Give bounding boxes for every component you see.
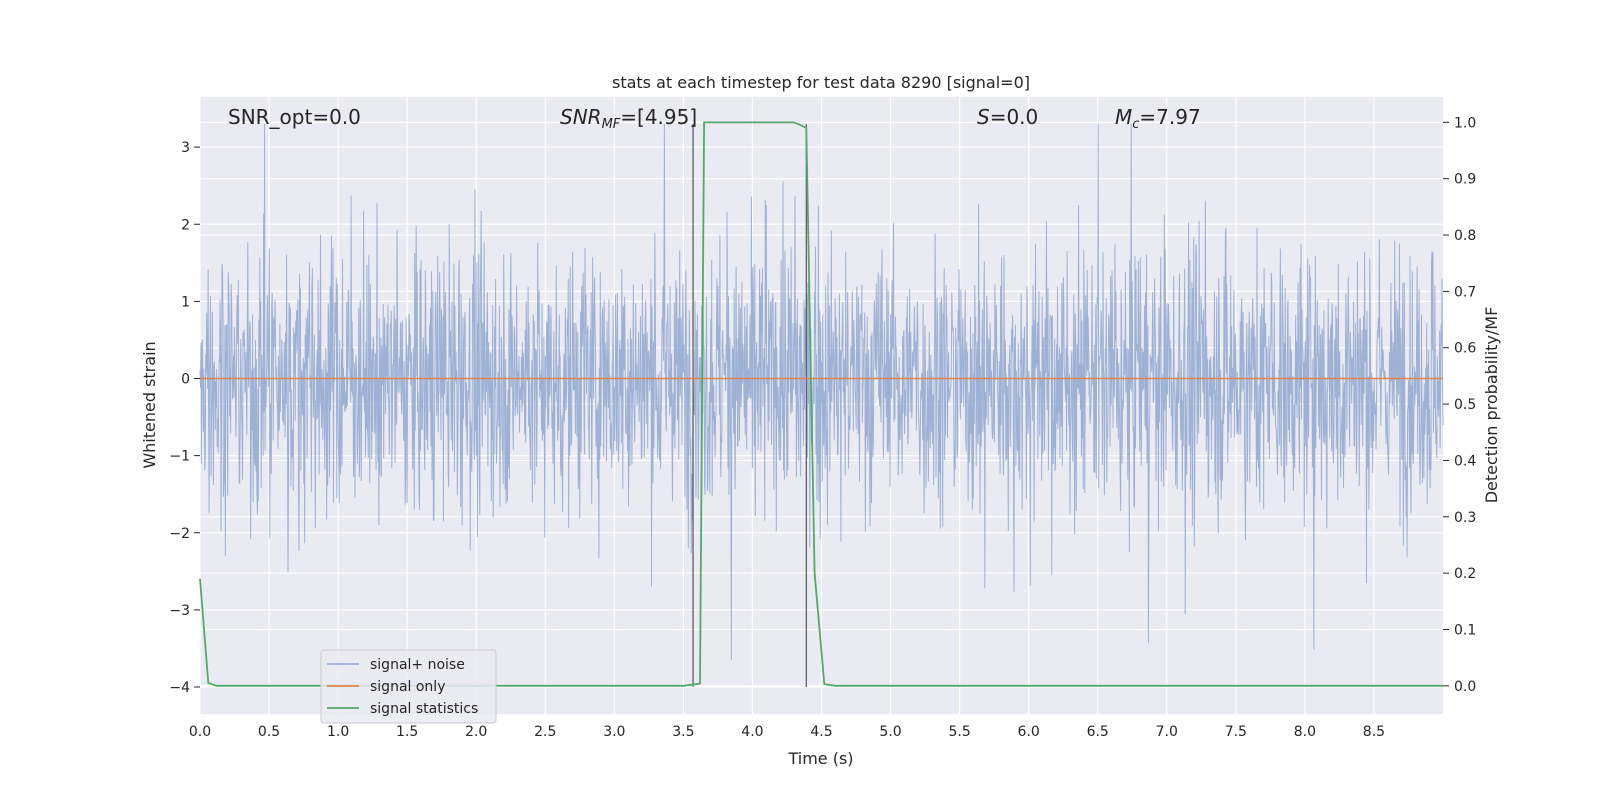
y-right-tick-label: 0.2 <box>1454 566 1476 582</box>
y-tick-label: −1 <box>169 449 190 465</box>
x-axis-label: Time (s) <box>787 749 853 768</box>
ticks: 0.0 0.5 1.0 1.5 2.0 2.5 3.0 3.5 4.0 4.5 5.0 5.5 6.0 6… <box>169 115 1476 740</box>
annotation-snr-mf-value: =[4.95] <box>620 105 697 129</box>
x-tick-label: 7.5 <box>1225 724 1247 740</box>
x-tick-label: 5.5 <box>948 724 970 740</box>
legend: signal+ noise signal only signal statist… <box>320 649 497 724</box>
chart-title: stats at each timestep for test data 829… <box>612 73 1030 92</box>
y-tick-label: 0 <box>181 372 190 388</box>
x-tick-label: 3.0 <box>603 724 625 740</box>
y-axis-label: Whitened strain <box>140 341 159 468</box>
x-tick-label: 0.0 <box>189 724 211 740</box>
annotation-snr-mf-base: SNR <box>560 105 602 129</box>
series-signal-noise-line <box>199 123 1444 661</box>
series-signal-statistics-line <box>199 121 1443 687</box>
x-tick-label: 4.5 <box>810 724 832 740</box>
noise-series <box>199 123 1444 661</box>
y-right-tick-label: 0.7 <box>1454 284 1476 300</box>
y-right-tick-label: 0.4 <box>1454 453 1476 469</box>
x-tick-label: 4.0 <box>741 724 763 740</box>
annotation-snr-opt: SNR_opt=0.0 <box>228 105 361 129</box>
x-tick-label: 6.0 <box>1018 724 1040 740</box>
y-tick-label: −4 <box>169 680 190 696</box>
x-tick-label: 2.0 <box>465 724 487 740</box>
x-tick-label: 6.5 <box>1087 724 1109 740</box>
x-tick-label: 5.0 <box>879 724 901 740</box>
x-tick-label: 1.0 <box>327 724 349 740</box>
annotation-s-value: =0.0 <box>990 105 1039 129</box>
annotation-s: S=0.0 <box>977 105 1038 129</box>
legend-box <box>320 649 497 724</box>
y-right-tick-label: 0.6 <box>1454 341 1476 357</box>
annotation-mc: Mc=7.97 <box>1115 105 1201 132</box>
y-axis-right-label: Detection probability/MF <box>1482 307 1501 504</box>
y-tick-label: 1 <box>181 294 190 310</box>
annotation-s-base: S <box>977 105 990 129</box>
annotation-snr-mf-sub: MF <box>602 117 621 132</box>
y-right-tick-label: 0.1 <box>1454 622 1476 638</box>
x-tick-label: 0.5 <box>258 724 280 740</box>
x-tick-label: 3.5 <box>672 724 694 740</box>
x-tick-label: 8.5 <box>1363 724 1385 740</box>
annotation-mc-sub: c <box>1132 117 1139 132</box>
legend-label-signal-only: signal only <box>370 679 445 695</box>
y-tick-label: −3 <box>169 603 190 619</box>
y-right-tick-label: 1.0 <box>1454 115 1476 131</box>
x-tick-label: 8.0 <box>1294 724 1316 740</box>
y-tick-label: 2 <box>181 217 190 233</box>
annotation-snr-mf: SNRMF=[4.95] <box>560 105 697 132</box>
y-tick-label: 3 <box>181 140 190 156</box>
y-right-tick-label: 0.0 <box>1454 679 1476 695</box>
annotation-mc-base: M <box>1115 105 1132 129</box>
legend-label-signal-noise: signal+ noise <box>370 657 465 673</box>
y-right-tick-label: 0.9 <box>1454 172 1476 188</box>
x-tick-label: 7.0 <box>1156 724 1178 740</box>
y-right-tick-label: 0.5 <box>1454 397 1476 413</box>
x-tick-label: 2.5 <box>534 724 556 740</box>
y-tick-label: −2 <box>169 526 190 542</box>
series-layer <box>199 121 1443 688</box>
x-tick-label: 1.5 <box>396 724 418 740</box>
y-right-tick-label: 0.3 <box>1454 510 1476 526</box>
y-right-tick-label: 0.8 <box>1454 228 1476 244</box>
annotation-mc-value: =7.97 <box>1139 105 1200 129</box>
legend-label-signal-statistics: signal statistics <box>370 701 478 717</box>
